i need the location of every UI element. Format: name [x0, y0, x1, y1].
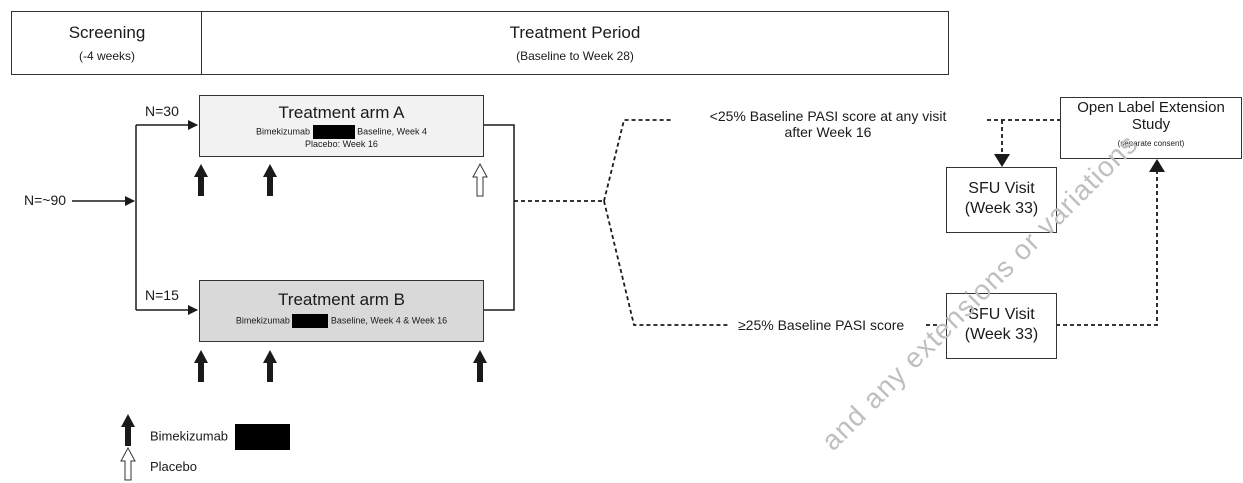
legend-placebo-arrow — [121, 448, 135, 480]
ole-consent-note: (separate consent) — [1061, 138, 1241, 149]
legend-bimekizumab-label: Bimekizumab — [150, 428, 228, 443]
bimekizumab-dose-arrow — [194, 164, 208, 196]
high-pasi-outcome-label: ≥25% Baseline PASI score — [732, 317, 910, 333]
sfu-top-line1: SFU Visit — [947, 179, 1056, 199]
ole-title-line2: Study — [1061, 116, 1241, 133]
legend-bimekizumab-arrow — [121, 414, 135, 446]
low-pasi-line2: after Week 16 — [678, 124, 978, 140]
low-pasi-outcome-label: <25% Baseline PASI score at any visit af… — [672, 108, 984, 140]
low-pasi-line1: <25% Baseline PASI score at any visit — [678, 108, 978, 124]
bimekizumab-dose-arrow — [473, 350, 487, 382]
bimekizumab-dose-arrow — [194, 350, 208, 382]
placebo-dose-arrow — [473, 164, 487, 196]
legend-bimekizumab-item: Bimekizumab — [150, 424, 290, 450]
redaction-block — [235, 424, 290, 450]
bimekizumab-dose-arrow — [263, 350, 277, 382]
bimekizumab-dose-arrow — [263, 164, 277, 196]
ole-title-line1: Open Label Extension — [1061, 99, 1241, 116]
ole-study-box: Open Label Extension Study (separate con… — [1060, 97, 1242, 159]
legend-placebo-label: Placebo — [150, 459, 197, 474]
